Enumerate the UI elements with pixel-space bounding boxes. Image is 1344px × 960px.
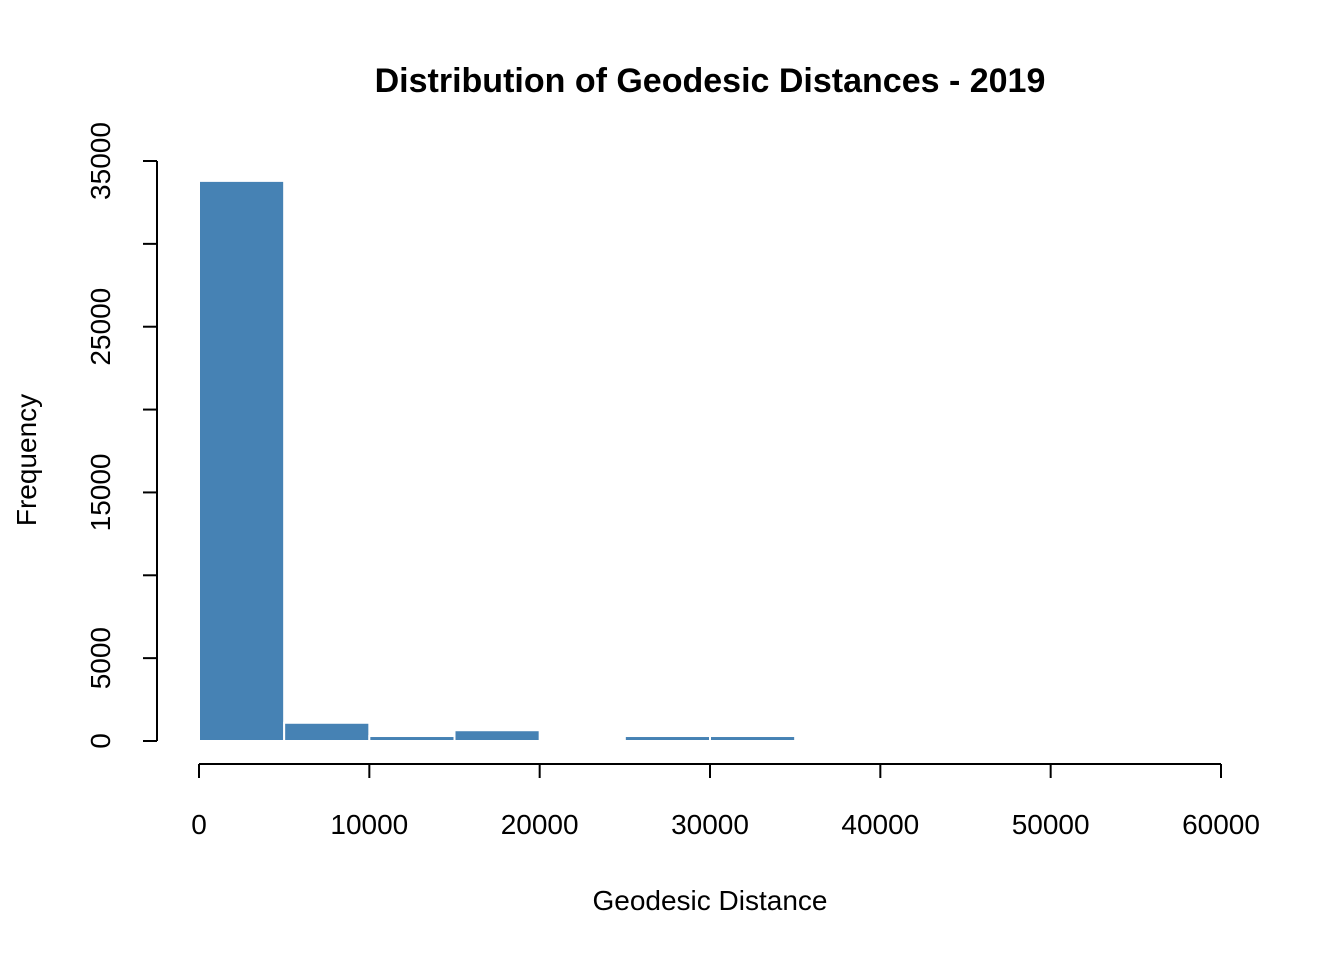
histogram-bar-3 <box>453 729 541 743</box>
x-tick-label-2: 20000 <box>501 809 579 840</box>
x-tick-label-0: 0 <box>191 809 207 840</box>
y-axis-label: Frequency <box>11 394 42 526</box>
y-tick-label-3: 25000 <box>85 288 116 366</box>
y-axis: 0 5000 15000 25000 35000 <box>85 122 158 749</box>
x-tick-label-1: 10000 <box>330 809 408 840</box>
y-tick-label-1: 5000 <box>85 627 116 689</box>
bars-group <box>198 179 797 743</box>
x-tick-label-3: 30000 <box>671 809 749 840</box>
x-tick-label-6: 60000 <box>1182 809 1260 840</box>
histogram-bar-2 <box>368 735 456 742</box>
histogram-bar-5 <box>623 735 711 742</box>
y-tick-label-0: 0 <box>85 733 116 749</box>
y-tick-label-2: 15000 <box>85 453 116 531</box>
histogram-bar-1 <box>283 721 371 742</box>
x-axis: 0 10000 20000 30000 40000 50000 60000 <box>191 763 1260 840</box>
x-tick-label-5: 50000 <box>1012 809 1090 840</box>
chart-title: Distribution of Geodesic Distances - 201… <box>375 62 1046 100</box>
histogram-bar-6 <box>709 735 797 742</box>
y-tick-label-4: 35000 <box>85 122 116 200</box>
x-axis-label: Geodesic Distance <box>592 885 827 916</box>
histogram-bar-0 <box>198 179 286 742</box>
x-tick-label-4: 40000 <box>841 809 919 840</box>
